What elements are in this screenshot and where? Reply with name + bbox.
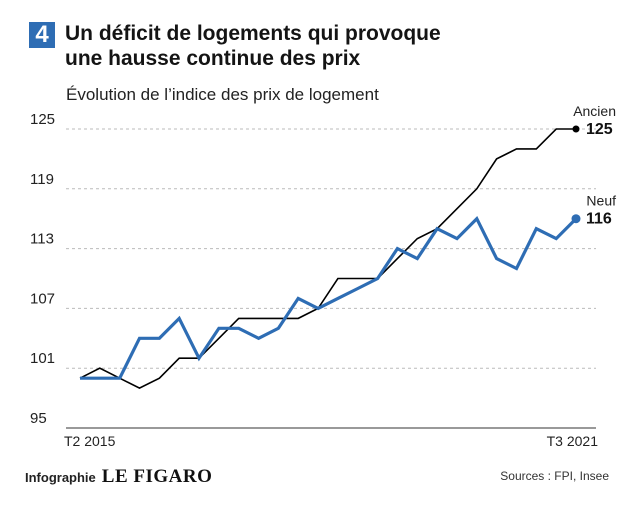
series-end-marker-ancien — [572, 125, 580, 133]
chart-title: Un déficit de logements qui provoque une… — [65, 21, 441, 71]
x-tick-label-last: T3 2021 — [547, 433, 599, 449]
series-lines: Ancien 125 Neuf 116 — [79, 103, 616, 389]
series-end-value-ancien: 125 — [586, 121, 613, 138]
sources-note: Sources : FPI, Insee — [500, 469, 609, 483]
y-axis-tick-labels: 95 101 107 113 119 125 — [30, 111, 55, 427]
footer-credit: Infographie LE FIGARO — [25, 466, 212, 488]
y-tick-label-107: 107 — [30, 290, 55, 307]
series-line-neuf — [80, 215, 578, 380]
chart-title-line-2: une hausse continue des prix — [65, 47, 361, 70]
series-end-value-neuf: 116 — [586, 211, 612, 228]
y-tick-label-101: 101 — [30, 350, 55, 367]
infographie-credit: Infographie — [25, 470, 96, 485]
figure-number-badge: 4 — [29, 22, 55, 48]
y-tick-label-95: 95 — [30, 410, 47, 427]
series-end-marker-neuf — [571, 214, 581, 224]
series-name-ancien: Ancien — [573, 103, 616, 119]
series-line-ancien — [79, 128, 576, 389]
grid-lines — [66, 128, 596, 429]
y-tick-label-113: 113 — [30, 231, 54, 248]
x-tick-label-first: T2 2015 — [64, 433, 116, 449]
x-axis-tick-labels: T2 2015 T3 2021 — [64, 433, 598, 449]
chart-title-line-1: Un déficit de logements qui provoque — [65, 22, 441, 45]
series-name-neuf: Neuf — [586, 193, 616, 209]
le-figaro-logo: LE FIGARO — [101, 466, 213, 487]
y-tick-label-125: 125 — [30, 111, 55, 128]
chart-subtitle: Évolution de l’indice des prix de logeme… — [66, 85, 379, 104]
y-tick-label-119: 119 — [30, 171, 54, 188]
